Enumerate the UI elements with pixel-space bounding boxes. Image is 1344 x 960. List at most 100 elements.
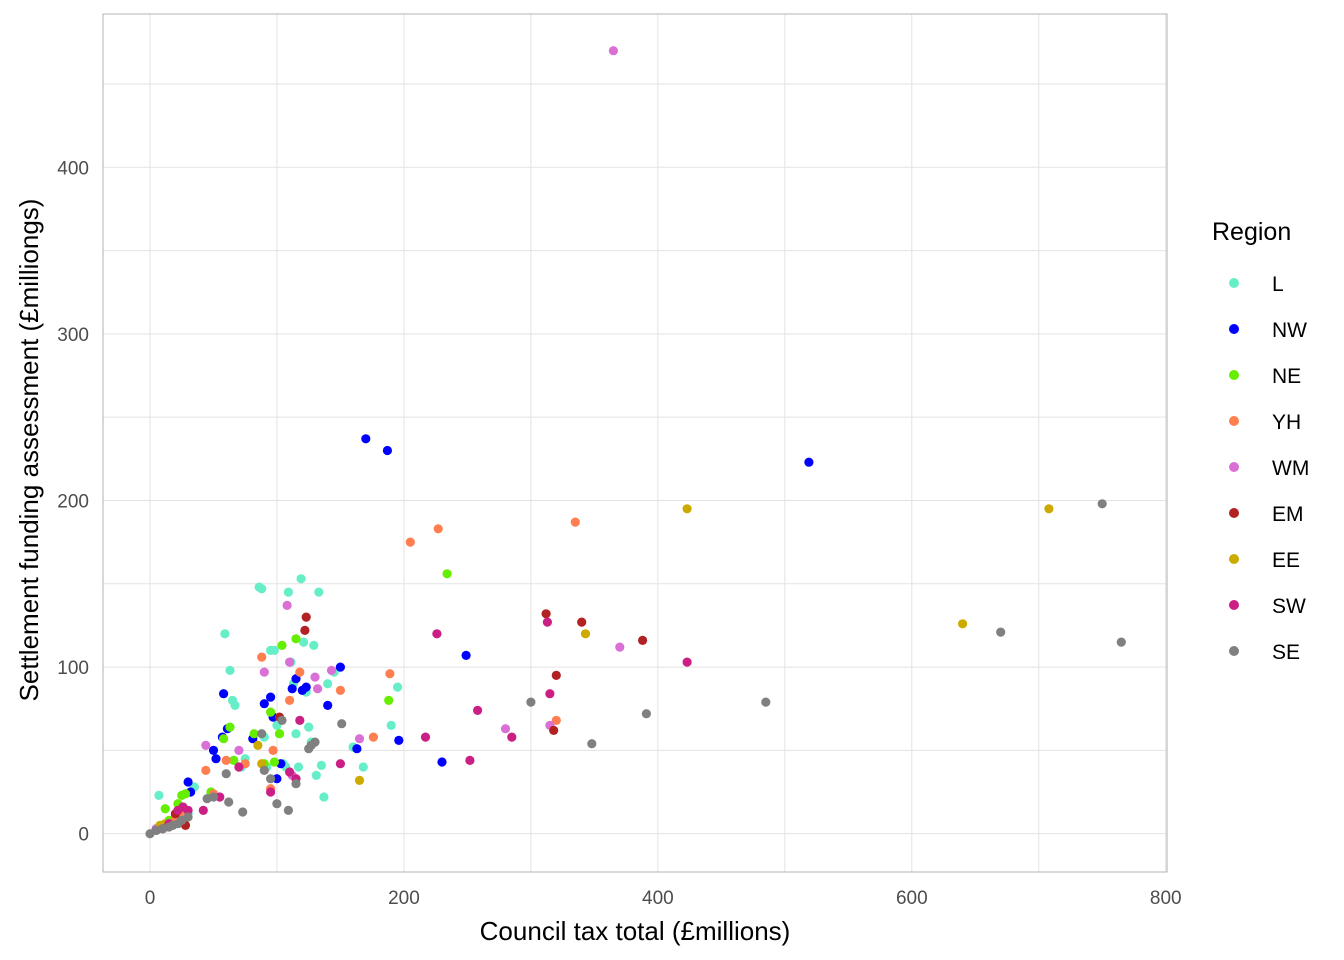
data-point <box>433 524 443 534</box>
data-point <box>587 739 597 749</box>
gridlines <box>103 14 1167 872</box>
data-point <box>183 777 193 787</box>
data-point <box>219 734 229 744</box>
series-nw <box>151 434 814 834</box>
x-tick-label: 600 <box>896 888 928 909</box>
legend-label: WM <box>1272 457 1309 480</box>
data-point <box>393 682 403 692</box>
data-point <box>323 679 333 689</box>
data-point <box>316 760 326 771</box>
data-point <box>253 740 263 751</box>
legend-item-yh: YH <box>1229 411 1301 434</box>
data-point <box>211 754 221 764</box>
data-point <box>285 657 295 667</box>
data-point <box>220 629 230 639</box>
data-point <box>549 725 559 736</box>
legend-item-em: EM <box>1229 503 1304 526</box>
data-point <box>277 640 287 651</box>
data-point <box>473 705 483 716</box>
data-point <box>442 569 452 579</box>
data-point <box>335 685 345 696</box>
legend-key <box>1229 554 1239 564</box>
data-point <box>335 662 345 672</box>
legend-key <box>1229 416 1239 426</box>
data-point <box>580 629 591 639</box>
legend-item-ee: EE <box>1229 549 1300 572</box>
data-point <box>291 779 301 789</box>
data-point <box>384 695 394 706</box>
data-point <box>291 634 301 644</box>
data-point <box>542 617 553 627</box>
y-tick-label: 0 <box>78 825 89 846</box>
legend: Region L NW NE YH WM EM EE SW SE <box>1212 218 1309 664</box>
legend-label: L <box>1272 273 1284 296</box>
data-point <box>386 720 396 731</box>
y-tick-label: 300 <box>57 325 89 346</box>
data-point <box>352 744 362 754</box>
data-point <box>215 792 225 802</box>
data-point <box>296 574 306 584</box>
data-point <box>385 669 395 679</box>
data-point <box>259 667 269 677</box>
data-point <box>285 695 295 706</box>
data-point <box>300 625 310 636</box>
data-point <box>230 700 240 711</box>
data-point <box>545 689 555 699</box>
x-tick-label: 400 <box>642 888 674 909</box>
series-wm <box>151 46 625 834</box>
data-point <box>465 755 475 766</box>
legend-label: SE <box>1272 641 1300 664</box>
data-point <box>311 770 321 781</box>
data-point <box>1116 637 1126 647</box>
data-point <box>257 584 267 594</box>
legend-label: NW <box>1272 319 1307 342</box>
data-point <box>761 697 771 707</box>
data-point <box>354 734 365 744</box>
legend-item-wm: WM <box>1229 457 1309 480</box>
data-point <box>268 745 278 756</box>
y-tick-label: 100 <box>57 658 89 679</box>
data-point <box>269 757 279 767</box>
data-point <box>461 650 471 661</box>
legend-key <box>1229 324 1239 334</box>
data-point <box>551 715 561 726</box>
legend-key <box>1229 462 1239 472</box>
data-point <box>180 789 191 799</box>
data-point <box>310 737 320 747</box>
data-point <box>368 732 378 742</box>
data-point <box>551 670 561 681</box>
data-point <box>272 774 282 784</box>
data-point <box>229 755 239 766</box>
data-point <box>507 732 517 742</box>
data-point <box>291 729 301 739</box>
data-point <box>1044 504 1054 514</box>
data-point <box>295 667 305 677</box>
legend-label: NE <box>1272 365 1301 388</box>
data-point <box>285 767 295 777</box>
data-point <box>154 790 164 801</box>
data-point <box>319 792 329 802</box>
data-point <box>309 640 319 651</box>
data-point <box>437 757 447 767</box>
series-se <box>145 499 1126 839</box>
data-point <box>224 797 234 807</box>
data-point <box>266 774 276 784</box>
x-axis-title: Council tax total (£millions) <box>480 916 791 946</box>
data-point <box>198 805 208 816</box>
data-point <box>361 434 371 444</box>
data-point <box>608 46 619 56</box>
data-point <box>500 724 511 734</box>
legend-label: EM <box>1272 503 1304 526</box>
data-point <box>304 722 314 732</box>
series-yh <box>170 517 580 822</box>
legend-item-l: L <box>1229 273 1284 296</box>
data-point <box>183 812 193 822</box>
x-tick-label: 0 <box>145 888 156 909</box>
legend-item-se: SE <box>1229 641 1300 664</box>
data-point <box>201 765 211 776</box>
data-point <box>310 672 320 682</box>
y-axis-ticks: 0 100 200 300 400 <box>57 158 89 845</box>
data-point <box>274 729 285 739</box>
data-point <box>208 792 219 802</box>
